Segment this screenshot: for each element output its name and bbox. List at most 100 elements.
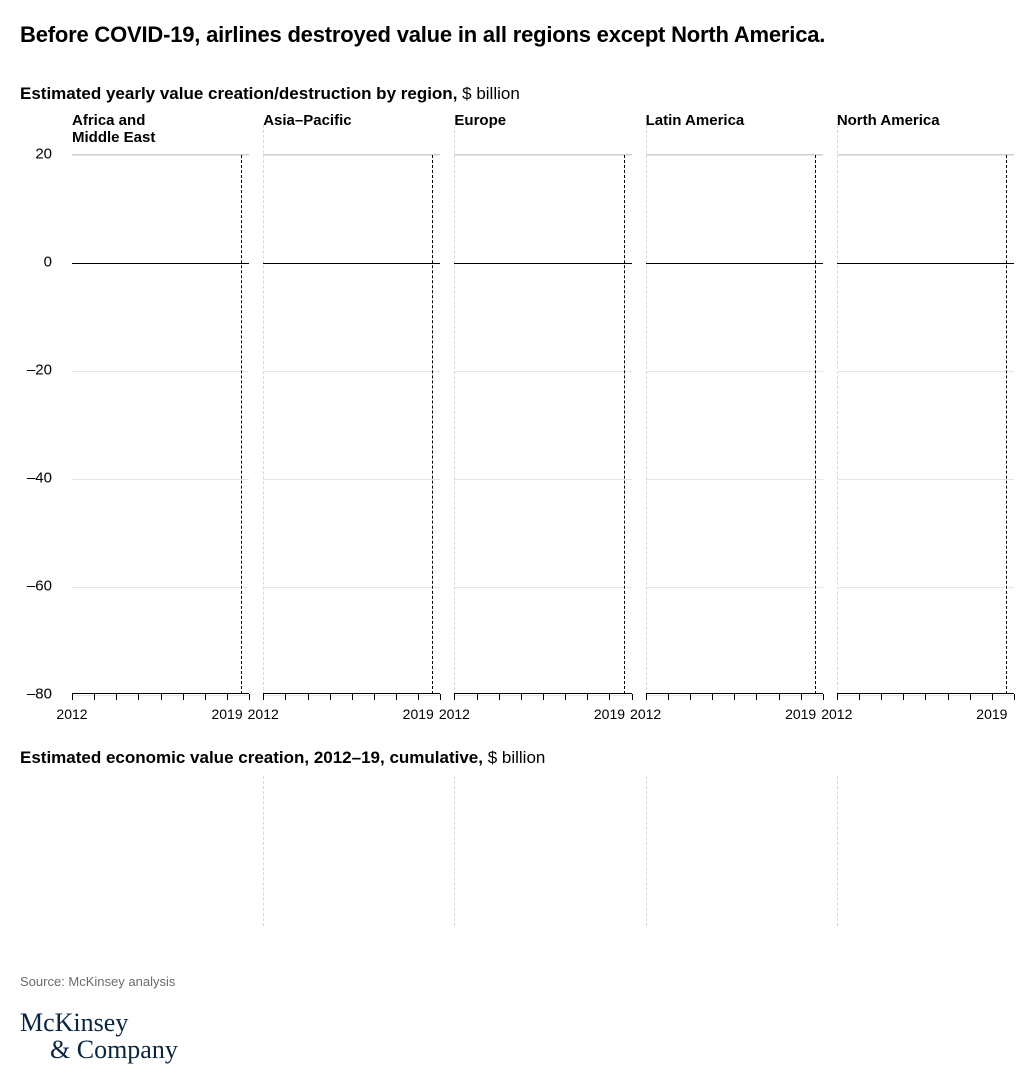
x-tick xyxy=(499,694,500,700)
zero-line xyxy=(263,263,440,264)
x-tick xyxy=(587,694,588,700)
x-tick xyxy=(801,694,802,700)
grid-line xyxy=(263,371,440,372)
x-tick xyxy=(756,694,757,700)
panel-separator xyxy=(454,125,455,700)
grid-line xyxy=(72,371,249,372)
grid-line xyxy=(454,371,631,372)
chart-headline: Before COVID-19, airlines destroyed valu… xyxy=(20,22,1014,48)
grid-line xyxy=(454,479,631,480)
cumulative-separator xyxy=(837,776,838,926)
panel-title: Europe xyxy=(454,112,631,150)
x-ticks xyxy=(454,694,631,704)
x-label: 2012 xyxy=(439,706,470,722)
marker-2020 xyxy=(241,155,242,694)
x-tick xyxy=(440,694,441,700)
subhead-bold: Estimated yearly value creation/destruct… xyxy=(20,84,457,103)
x-label: 2019 xyxy=(976,706,1007,722)
subhead-unit: $ billion xyxy=(457,84,519,103)
x-tick xyxy=(903,694,904,700)
x-tick xyxy=(837,694,838,700)
x-tick xyxy=(668,694,669,700)
x-tick xyxy=(859,694,860,700)
x-tick xyxy=(823,694,824,700)
x-tick xyxy=(948,694,949,700)
chart-panel: Latin America20122019 xyxy=(646,112,823,724)
x-tick xyxy=(925,694,926,700)
grid-line xyxy=(72,479,249,480)
cumulative-spacer xyxy=(20,776,58,926)
chart-panel: Asia–Pacific 20122019 xyxy=(263,112,440,724)
cumulative-separator xyxy=(646,776,647,926)
x-label: 2012 xyxy=(821,706,852,722)
x-label: 2019 xyxy=(594,706,625,722)
small-multiples-row: 200–20–40–60–80 Africa andMiddle East201… xyxy=(20,112,1014,724)
y-tick-label: –60 xyxy=(27,578,52,595)
x-labels: 20122019 xyxy=(72,704,249,724)
y-tick-label: 20 xyxy=(35,146,52,163)
x-ticks xyxy=(837,694,1014,704)
chart-panel: Africa andMiddle East 20122019 xyxy=(72,112,249,724)
subhead2-bold: Estimated economic value creation, 2012–… xyxy=(20,748,483,767)
x-label: 2012 xyxy=(630,706,661,722)
panel-separator xyxy=(646,125,647,700)
cumulative-cell xyxy=(646,776,823,926)
panel-title: North America xyxy=(837,112,1014,150)
zero-line xyxy=(646,263,823,264)
x-tick xyxy=(418,694,419,700)
x-tick xyxy=(521,694,522,700)
x-tick xyxy=(183,694,184,700)
x-tick xyxy=(970,694,971,700)
grid-line xyxy=(263,479,440,480)
chart-subhead-2: Estimated economic value creation, 2012–… xyxy=(20,748,1014,768)
x-tick xyxy=(263,694,264,700)
grid-line xyxy=(646,371,823,372)
y-tick-label: –80 xyxy=(27,686,52,703)
zero-line xyxy=(72,263,249,264)
panel-separator xyxy=(263,125,264,700)
panel-plot xyxy=(646,154,823,694)
x-tick xyxy=(396,694,397,700)
subhead2-unit: $ billion xyxy=(483,748,545,767)
x-tick xyxy=(454,694,455,700)
x-labels: 20122019 xyxy=(263,704,440,724)
x-tick xyxy=(632,694,633,700)
marker-2020 xyxy=(624,155,625,694)
cumulative-cell xyxy=(72,776,249,926)
x-tick xyxy=(330,694,331,700)
cumulative-separator xyxy=(454,776,455,926)
x-tick xyxy=(94,694,95,700)
grid-line xyxy=(263,155,440,156)
chart-panel: North America20122019 xyxy=(837,112,1014,724)
x-label: 2012 xyxy=(248,706,279,722)
marker-2020 xyxy=(432,155,433,694)
x-ticks xyxy=(72,694,249,704)
x-label: 2019 xyxy=(403,706,434,722)
x-tick xyxy=(565,694,566,700)
x-tick xyxy=(779,694,780,700)
x-label: 2012 xyxy=(56,706,87,722)
cumulative-row xyxy=(20,776,1014,926)
x-tick xyxy=(543,694,544,700)
grid-line xyxy=(263,587,440,588)
x-labels: 20122019 xyxy=(646,704,823,724)
grid-line xyxy=(454,155,631,156)
panel-title: Africa andMiddle East xyxy=(72,112,249,150)
x-tick xyxy=(881,694,882,700)
x-tick xyxy=(646,694,647,700)
brand-logo: McKinsey & Company xyxy=(20,1009,1014,1064)
zero-line xyxy=(454,263,631,264)
panel-separator xyxy=(837,125,838,700)
x-ticks xyxy=(263,694,440,704)
cumulative-cell xyxy=(263,776,440,926)
x-tick xyxy=(374,694,375,700)
x-tick xyxy=(161,694,162,700)
chart-panel: Europe20122019 xyxy=(454,112,631,724)
x-tick xyxy=(1014,694,1015,700)
grid-line xyxy=(646,587,823,588)
x-tick xyxy=(690,694,691,700)
grid-line xyxy=(837,371,1014,372)
y-tick-label: –40 xyxy=(27,470,52,487)
zero-line xyxy=(837,263,1014,264)
panel-title: Asia–Pacific xyxy=(263,112,440,150)
